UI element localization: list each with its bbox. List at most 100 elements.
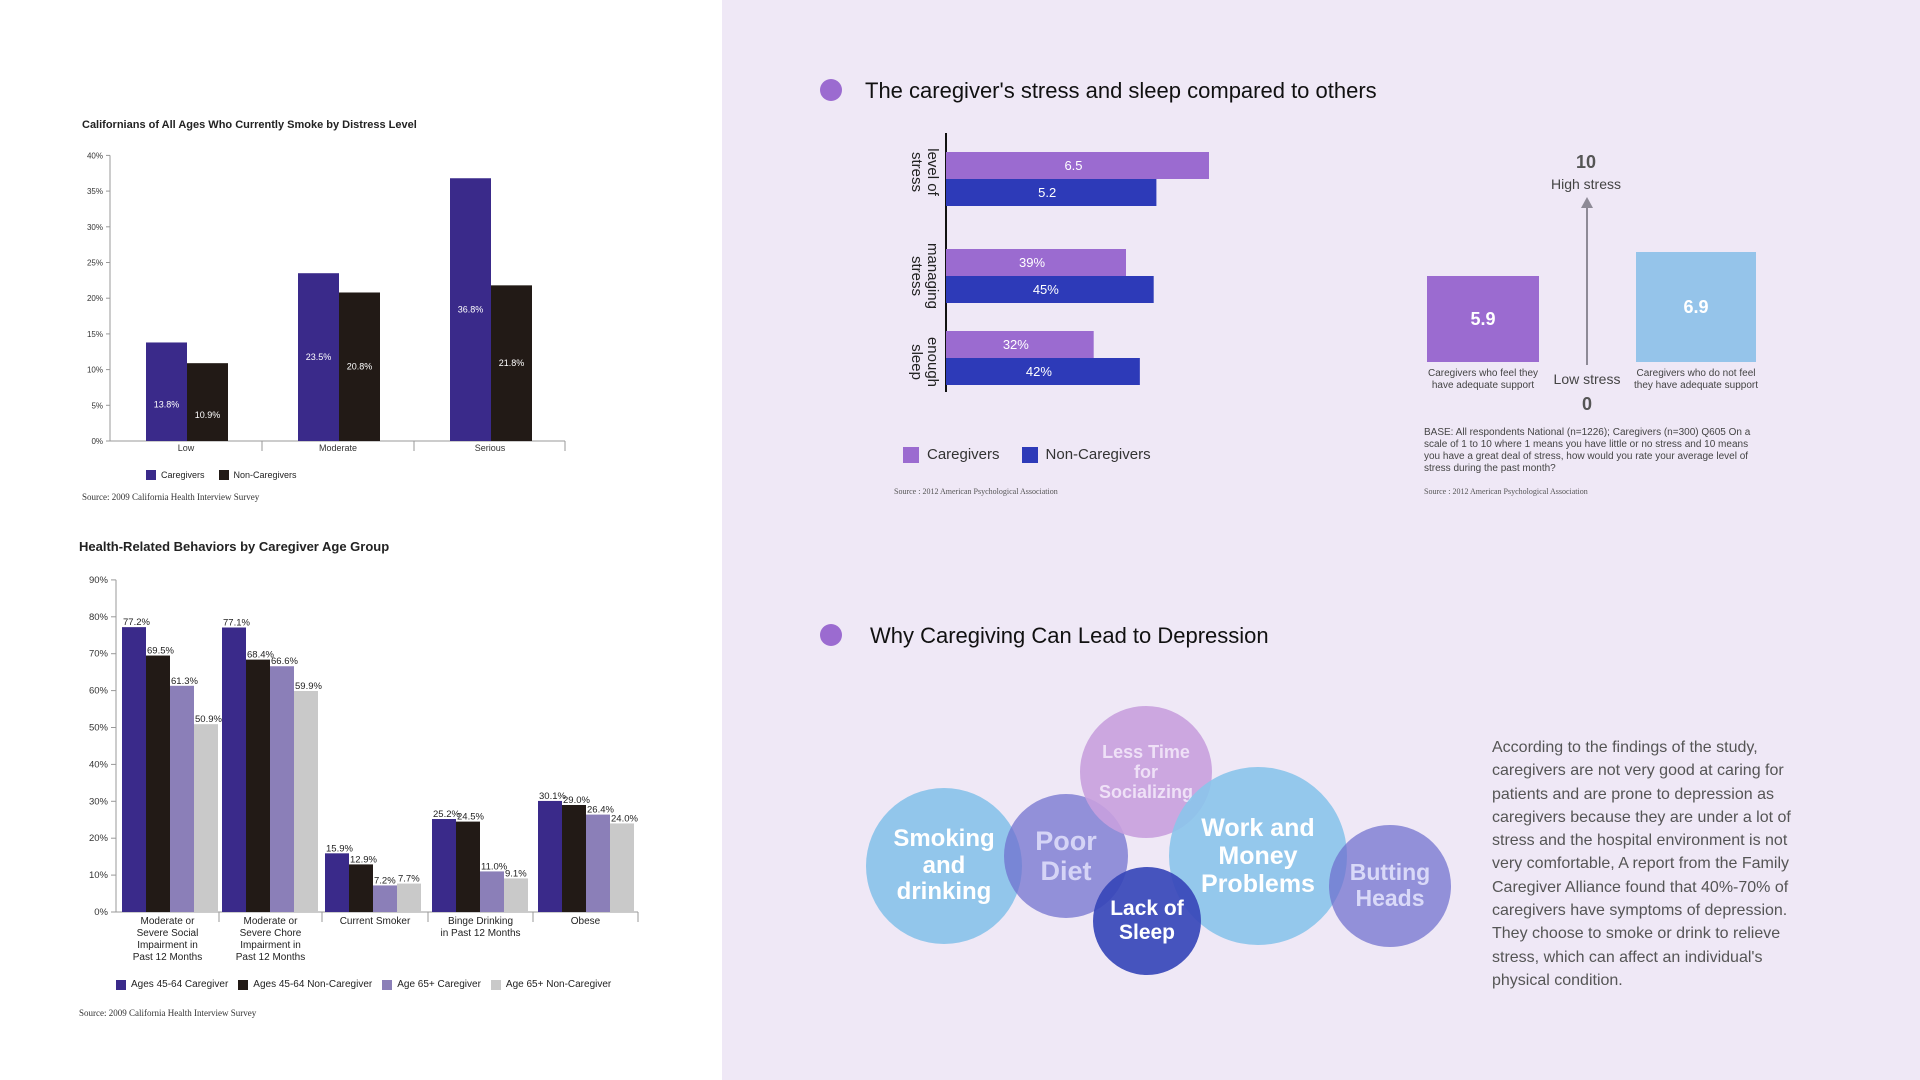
x-tick-label: Current Smoker (340, 916, 411, 927)
legend-label: Non-Caregivers (233, 470, 297, 480)
data-label: 20.8% (347, 362, 373, 372)
chart2-source: Source: 2009 California Health Interview… (79, 1008, 257, 1018)
bar (170, 685, 194, 912)
legend-swatch (490, 979, 501, 990)
y-tick-label: 10% (89, 870, 109, 881)
bubble-line: Poor (1035, 825, 1097, 856)
data-label: 6.5 (1064, 158, 1082, 173)
bubble-text: Less Time for Socializing (1099, 742, 1193, 802)
bar (270, 666, 294, 912)
bubble-text: Lack of Sleep (1110, 897, 1184, 944)
x-tick-label: Impairment in (137, 940, 198, 951)
y-tick-label: 10% (87, 366, 103, 375)
data-label: 25.2% (433, 809, 460, 820)
bar (187, 363, 228, 441)
chart3-source: Source : 2012 American Psychological Ass… (894, 487, 1058, 496)
bubble-line: Smoking (893, 824, 995, 852)
data-label: 21.8% (499, 358, 525, 368)
bar (339, 292, 380, 441)
y-tick-label: 20% (89, 833, 109, 844)
bubble-line: drinking (896, 878, 992, 906)
bar (349, 864, 373, 912)
bubble-line: Less Time (1102, 741, 1190, 762)
bar (946, 249, 1126, 276)
legend-item: Age 65+ Non-Caregiver (490, 979, 611, 990)
bar (946, 358, 1140, 385)
bubble-smoking-and-drinking: Smoking and drinking (866, 788, 1022, 944)
bubble-work-and-money-problems: Work and Money Problems (1169, 767, 1347, 945)
adequate-support-caption: Caregivers who feel they have adequate su… (1418, 368, 1548, 392)
legend-swatch (903, 446, 919, 463)
legend-item: Non-Caregivers (1021, 446, 1151, 463)
chart2-title: Health-Related Behaviors by Caregiver Ag… (79, 539, 390, 554)
y-tick-label: 0% (91, 437, 103, 446)
bar (946, 179, 1157, 206)
bubble-lack-of-sleep: Lack of Sleep (1093, 867, 1201, 975)
section1-bullet-icon (820, 79, 842, 101)
data-label: 61.3% (171, 676, 198, 687)
bar (946, 152, 1209, 179)
legend-item: Caregivers (146, 470, 205, 480)
y-tick-label: 50% (89, 723, 109, 734)
legend-swatch (146, 470, 156, 480)
bar (586, 814, 610, 912)
bubble-line: Lack of (1110, 897, 1184, 921)
data-label: 77.1% (223, 618, 250, 629)
data-label: 77.2% (123, 617, 150, 628)
legend-swatch (116, 979, 126, 990)
legend-item: Non-Caregivers (218, 470, 297, 480)
data-label: 39% (1019, 255, 1045, 270)
bubble-line: Problems (1201, 870, 1315, 898)
data-label: 11.0% (481, 861, 508, 872)
x-tick-label: Serious (475, 443, 506, 453)
bar (450, 178, 491, 442)
section2-bullet-icon (820, 624, 842, 646)
legend-label: Age 65+ Caregiver (397, 979, 481, 990)
y-tick-label: 25% (87, 259, 103, 268)
data-label: 23.5% (306, 352, 332, 362)
data-label: 10.9% (195, 410, 221, 420)
y-tick-label: 15% (87, 330, 103, 339)
depression-paragraph: According to the findings of the study, … (1492, 739, 1791, 989)
bubble-line: Money (1218, 842, 1298, 870)
bar (610, 823, 634, 912)
x-tick-label: in Past 12 Months (440, 928, 520, 939)
bar (456, 821, 480, 912)
data-label: 7.2% (374, 875, 396, 886)
bar (432, 819, 456, 912)
bubble-line: and (922, 851, 966, 879)
bubble-text: Butting Heads (1350, 859, 1430, 912)
scale-top-label: High stress (1550, 176, 1622, 192)
bar (504, 878, 528, 912)
data-label: 24.0% (611, 813, 638, 824)
data-label: 59.9% (295, 681, 322, 692)
data-label: 15.9% (326, 843, 353, 854)
no-adequate-support-box: 6.9 (1636, 252, 1756, 362)
data-label: 5.2 (1038, 185, 1056, 200)
bar (122, 627, 146, 912)
bubble-line: Sleep (1118, 921, 1176, 944)
bubble-text: Poor Diet (1035, 826, 1097, 886)
legend-label: Ages 45-64 Caregiver (131, 979, 229, 990)
x-tick-label: Impairment in (240, 940, 301, 951)
base-note: BASE: All respondents National (n=1226);… (1424, 427, 1751, 474)
bar (946, 276, 1154, 303)
data-label: 66.6% (271, 656, 298, 667)
bar (146, 655, 170, 912)
caption-line: Caregivers who feel they (1427, 368, 1539, 379)
scale-bottom-value: 0 (1581, 394, 1592, 414)
y-tick-label: 40% (89, 759, 109, 770)
bubble-line: Diet (1040, 856, 1092, 886)
x-tick-label: Severe Chore (240, 928, 302, 939)
legend-swatch (238, 979, 249, 990)
data-label: 68.4% (247, 650, 274, 661)
bar (946, 331, 1094, 358)
bubble-text: Work and Money Problems (1201, 814, 1315, 898)
y-tick-label: 30% (87, 223, 103, 232)
bubble-line: Socializing (1098, 782, 1194, 803)
x-tick-label: Low (178, 443, 195, 453)
x-tick-label: Past 12 Months (236, 952, 305, 963)
data-label: 69.5% (147, 646, 174, 657)
chart3-svg: 6.5 5.2 39% 45% 32% 42% (945, 133, 1209, 392)
y-tick-label: 80% (89, 612, 109, 623)
